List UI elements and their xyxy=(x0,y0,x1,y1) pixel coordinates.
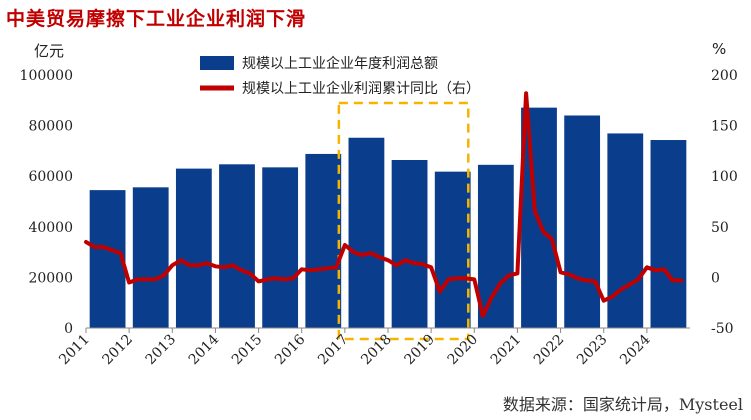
x-tick-label: 2012 xyxy=(99,332,136,369)
x-tick-label: 2019 xyxy=(401,332,438,369)
bar-2019 xyxy=(434,171,471,328)
legend-bar-swatch xyxy=(200,56,234,70)
right-tick-label: 150 xyxy=(711,119,738,135)
bar-2012 xyxy=(132,187,169,328)
right-tick-label: 100 xyxy=(711,169,738,185)
x-tick-label: 2023 xyxy=(574,332,611,369)
bars-layer xyxy=(89,107,687,329)
source-note: 数据来源：国家统计局，Mysteel xyxy=(502,395,743,414)
left-tick-label: 40000 xyxy=(28,220,73,236)
left-tick-label: 20000 xyxy=(28,270,73,286)
legend-bar-label: 规模以上工业企业年度利润总额 xyxy=(242,55,438,72)
left-axis-unit: 亿元 xyxy=(34,42,65,60)
line-layer xyxy=(84,91,684,318)
x-tick-label: 2017 xyxy=(315,332,352,369)
x-tick-label: 2024 xyxy=(617,331,654,368)
profit-yoy-line xyxy=(84,91,684,318)
legend: 规模以上工业企业年度利润总额 规模以上工业企业利润累计同比（右） xyxy=(200,55,480,97)
bar-2023 xyxy=(607,133,644,328)
right-tick-label: 200 xyxy=(711,68,738,84)
x-tick-label: 2014 xyxy=(186,331,223,368)
bar-2011 xyxy=(89,190,126,328)
right-tick-label: 0 xyxy=(711,270,720,286)
x-tick-label: 2022 xyxy=(531,332,568,369)
x-tick-label: 2011 xyxy=(56,332,93,369)
legend-line-label: 规模以上工业企业利润累计同比（右） xyxy=(242,80,480,97)
left-tick-label: 100000 xyxy=(20,68,73,84)
left-tick-label: 60000 xyxy=(28,169,73,185)
bar-2014 xyxy=(219,164,255,328)
x-tick-label: 2013 xyxy=(143,332,180,369)
x-tick-label: 2021 xyxy=(488,332,525,369)
highlight-box xyxy=(337,101,470,341)
bar-2020 xyxy=(477,164,514,328)
left-tick-label: 80000 xyxy=(28,119,73,135)
bar-2024 xyxy=(650,140,687,328)
right-tick-label: 50 xyxy=(711,220,729,236)
x-tick-label: 2018 xyxy=(358,332,395,369)
bar-2013 xyxy=(175,168,212,328)
x-tick-label: 2020 xyxy=(445,332,482,369)
bar-2017 xyxy=(348,137,385,328)
bar-2022 xyxy=(564,115,601,328)
left-tick-label: 0 xyxy=(64,321,73,337)
bar-2018 xyxy=(391,160,428,328)
bar-2016 xyxy=(305,153,342,328)
right-axis-unit: % xyxy=(712,40,727,58)
x-tick-label: 2015 xyxy=(229,332,266,369)
highlight-box-layer xyxy=(337,101,470,341)
x-tick-label: 2016 xyxy=(272,331,309,368)
bar-2015 xyxy=(262,167,299,328)
chart-title: 中美贸易摩擦下工业企业利润下滑 xyxy=(6,8,307,30)
right-tick-label: -50 xyxy=(711,321,734,337)
